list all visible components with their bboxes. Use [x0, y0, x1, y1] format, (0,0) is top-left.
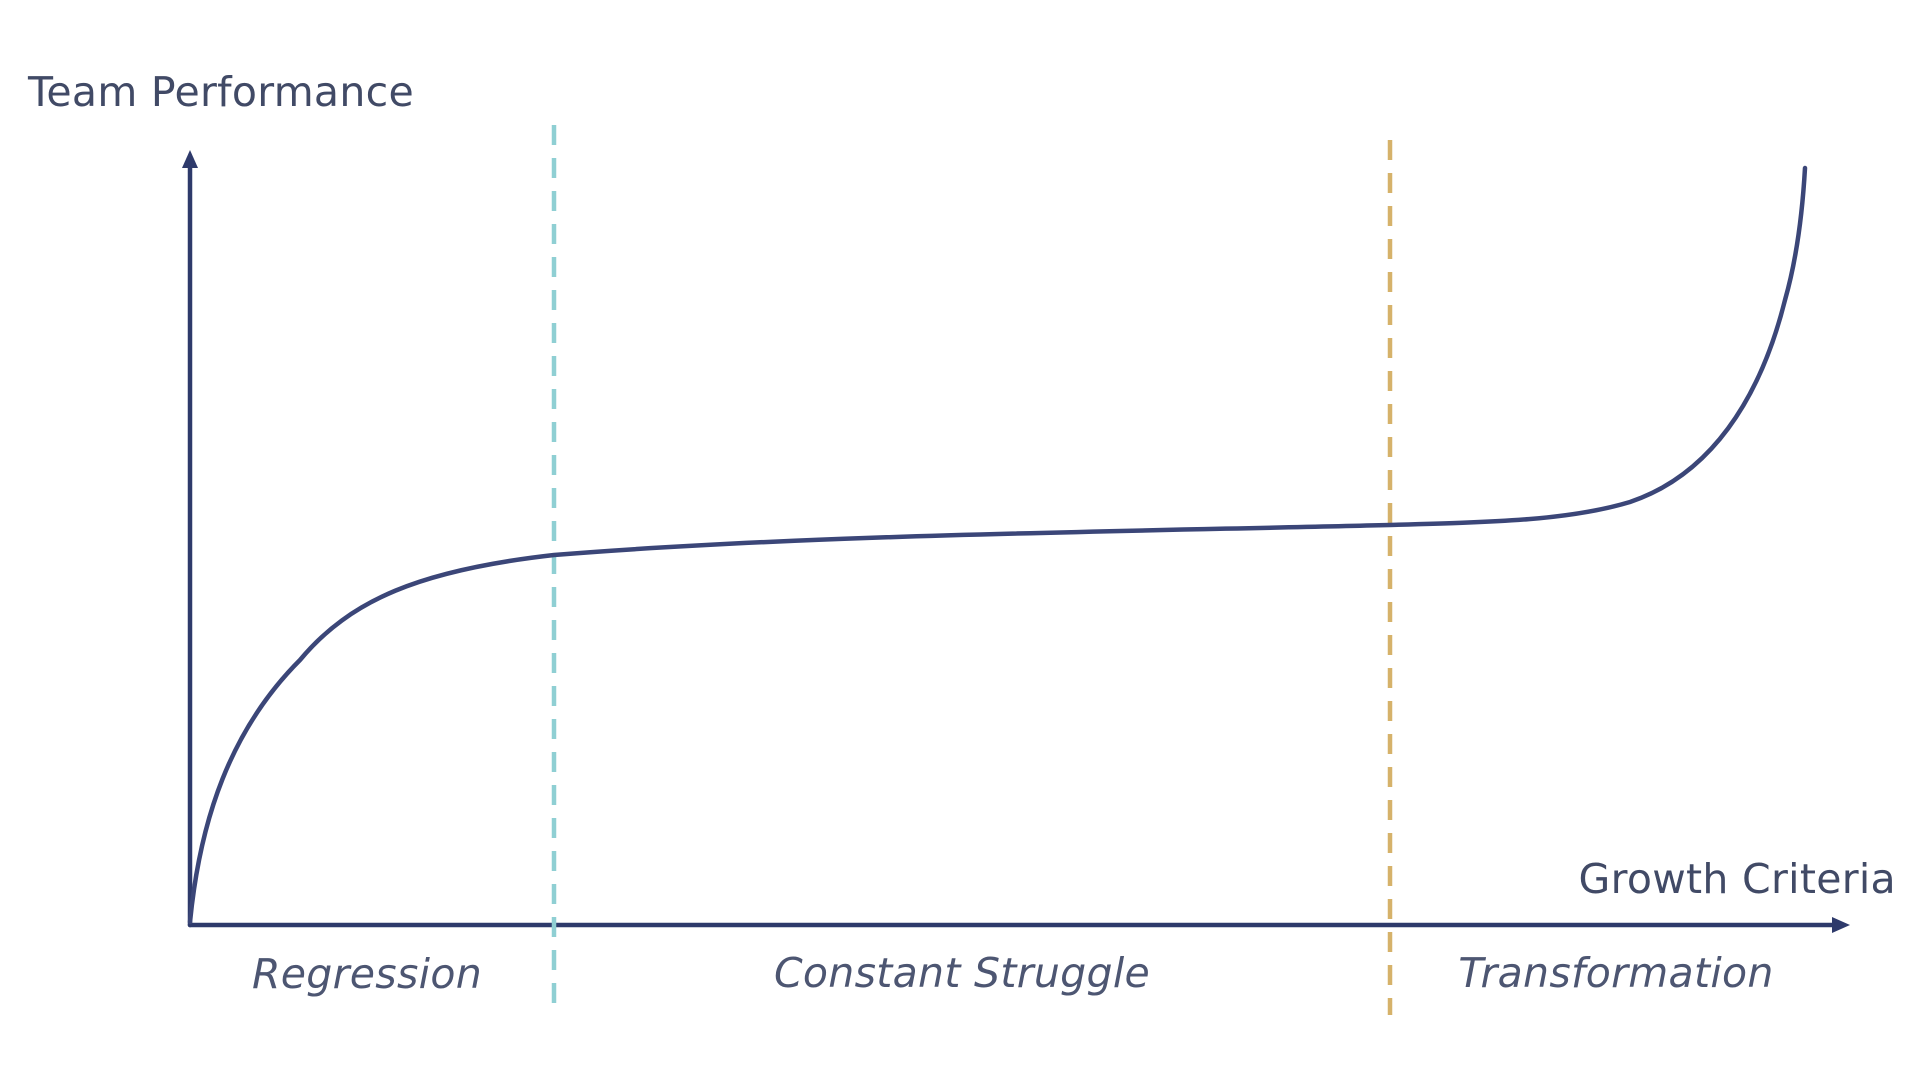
y-axis-arrowhead [182, 150, 198, 168]
x-axis-arrowhead [1832, 917, 1850, 933]
phase-label-regression: Regression [252, 950, 482, 998]
y-axis-label: Team Performance [27, 68, 414, 116]
phase-label-transformation: Transformation [1458, 949, 1773, 997]
performance-curve [187, 165, 1808, 925]
x-axis-label: Growth Criteria [1579, 855, 1897, 903]
phase-label-constant-struggle: Constant Struggle [774, 949, 1150, 997]
